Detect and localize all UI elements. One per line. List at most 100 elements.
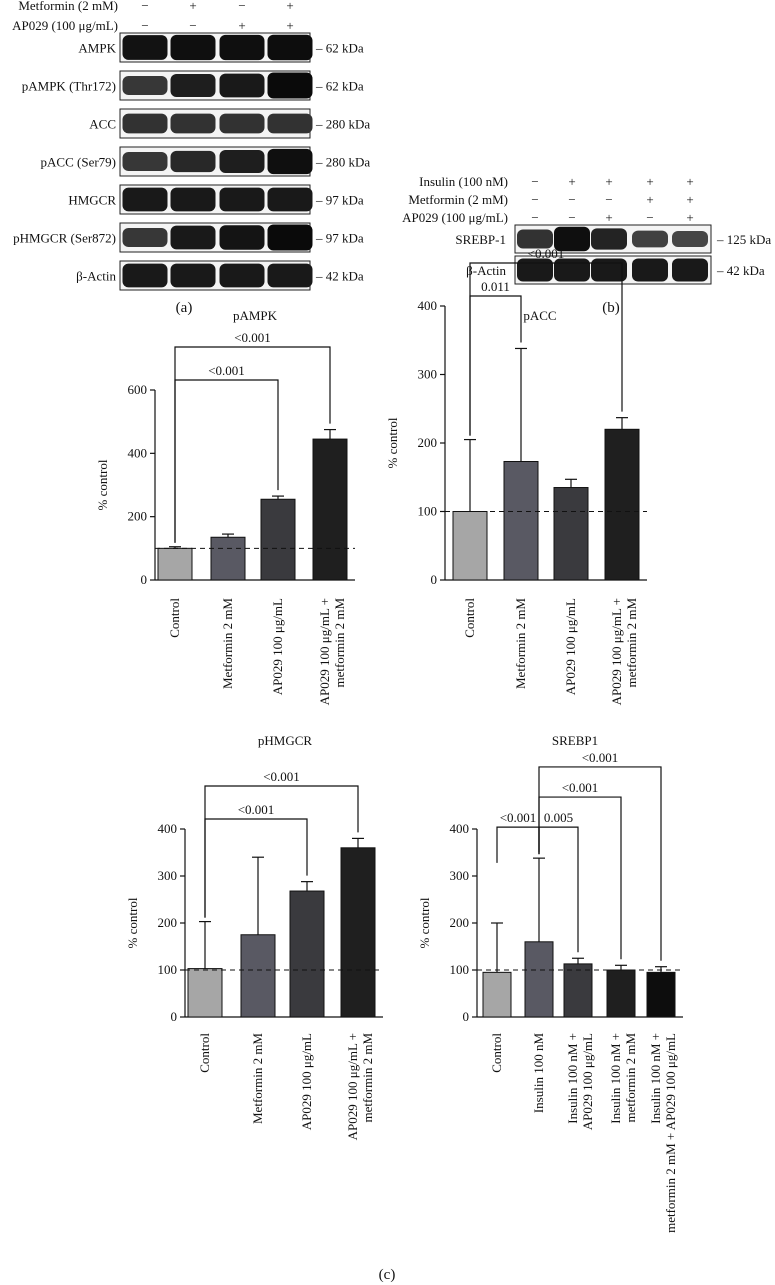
bar-chart-1: pAMPK 0 200 400 600 % control <0.001 <0.001 Cont… bbox=[95, 308, 355, 705]
molecular-weight-label: – 42 kDa bbox=[315, 269, 364, 284]
x-tick-label: Control bbox=[197, 1033, 212, 1073]
bar bbox=[260, 498, 296, 581]
treatment-sign: + bbox=[286, 18, 293, 33]
y-tick-label: 400 bbox=[158, 821, 178, 836]
blot-label: pACC (Ser79) bbox=[41, 155, 116, 170]
treatment-sign: − bbox=[141, 18, 148, 33]
x-tick-label-line: AP029 100 μg/mL bbox=[270, 598, 285, 695]
y-tick-label: 300 bbox=[450, 868, 470, 883]
blot-band bbox=[170, 113, 216, 134]
x-tick-label-line: metformin 2 mM bbox=[332, 598, 347, 688]
x-tick-label-line: Insulin 100 nM + bbox=[608, 1033, 623, 1124]
y-tick-label: 100 bbox=[158, 962, 178, 977]
panel-c-caption: (c) bbox=[379, 1267, 396, 1283]
y-tick-label: 0 bbox=[431, 572, 438, 587]
chart-title: pHMGCR bbox=[258, 733, 313, 748]
blot-band bbox=[219, 113, 265, 134]
blot-band bbox=[632, 258, 668, 282]
bar-chart-3: pHMGCR 0 100 200 300 400 % control <0.001 <0.001… bbox=[125, 733, 383, 1140]
x-tick-label: Control bbox=[462, 598, 477, 638]
x-tick-label: AP029 100 μg/mL +metformin 2 mM bbox=[609, 598, 639, 706]
bar bbox=[289, 890, 325, 1018]
treatment-sign: + bbox=[568, 174, 575, 189]
blot-band bbox=[554, 258, 590, 282]
x-tick-label: Control bbox=[167, 598, 182, 638]
y-axis-label: % control bbox=[385, 417, 400, 468]
treatment-sign: + bbox=[686, 192, 693, 207]
blot-band bbox=[267, 72, 313, 99]
x-tick-label: Metformin 2 mM bbox=[220, 598, 235, 689]
treatment-sign: + bbox=[686, 174, 693, 189]
blot-band bbox=[122, 76, 168, 95]
blot-band bbox=[219, 225, 265, 250]
blot-band bbox=[170, 150, 216, 173]
x-tick-label-line: metformin 2 mM bbox=[624, 598, 639, 688]
molecular-weight-label: – 42 kDa bbox=[716, 263, 765, 278]
x-tick-label-line: metformin 2 mM bbox=[360, 1033, 375, 1123]
x-tick-label: Insulin 100 nM +metformin 2 mM + AP029 1… bbox=[648, 1033, 678, 1233]
bar-chart-4: SREBP1 0 100 200 300 400 % control <0.001 0.005 <… bbox=[417, 733, 683, 1233]
significance-bracket bbox=[174, 346, 331, 543]
x-tick-label-line: Insulin 100 nM + bbox=[648, 1033, 663, 1124]
blot-band bbox=[672, 231, 708, 247]
bar bbox=[524, 941, 554, 1018]
blot-label: AMPK bbox=[78, 41, 116, 56]
x-tick-label-line: Insulin 100 nM + bbox=[565, 1033, 580, 1124]
treatment-sign: − bbox=[531, 174, 538, 189]
y-tick-label: 0 bbox=[171, 1009, 178, 1024]
significance-label: <0.001 bbox=[208, 363, 245, 378]
blot-band bbox=[219, 150, 265, 173]
x-tick-label: AP029 100 μg/mL +metformin 2 mM bbox=[317, 598, 347, 706]
treatment-label: Metformin (2 mM) bbox=[408, 192, 508, 207]
x-tick-label: AP029 100 μg/mL bbox=[270, 598, 285, 695]
blot-band bbox=[219, 187, 265, 212]
bar bbox=[553, 487, 589, 581]
x-tick-label: Metformin 2 mM bbox=[250, 1033, 265, 1124]
bar bbox=[503, 460, 539, 581]
x-tick-label-line: AP029 100 μg/mL + bbox=[609, 598, 624, 705]
blot-label: SREBP-1 bbox=[455, 232, 506, 247]
x-tick-label-line: Insulin 100 nM bbox=[531, 1033, 546, 1114]
blot-band bbox=[170, 34, 216, 61]
x-tick-label-line: Control bbox=[489, 1033, 504, 1073]
y-axis-label: % control bbox=[95, 459, 110, 510]
blot-band bbox=[517, 258, 553, 282]
molecular-weight-label: – 125 kDa bbox=[716, 232, 771, 247]
treatment-sign: + bbox=[238, 18, 245, 33]
blot-band bbox=[267, 113, 313, 134]
molecular-weight-label: – 62 kDa bbox=[315, 79, 364, 94]
blot-band bbox=[267, 263, 313, 288]
treatment-sign: + bbox=[286, 0, 293, 13]
x-tick-label: AP029 100 μg/mL bbox=[563, 598, 578, 695]
y-tick-label: 100 bbox=[450, 962, 470, 977]
y-tick-label: 300 bbox=[158, 868, 178, 883]
blot-band bbox=[122, 113, 168, 134]
blot-band bbox=[632, 230, 668, 248]
x-tick-label-line: metformin 2 mM bbox=[623, 1033, 638, 1123]
treatment-sign: − bbox=[531, 210, 538, 225]
x-tick-label: AP029 100 μg/mL bbox=[299, 1033, 314, 1130]
y-axis-label: % control bbox=[417, 897, 432, 948]
y-tick-label: 100 bbox=[418, 504, 438, 519]
significance-label: <0.001 bbox=[500, 810, 537, 825]
blot-band bbox=[591, 228, 627, 250]
chart-title: pACC bbox=[523, 308, 556, 323]
blot-band bbox=[170, 225, 216, 250]
blot-label: HMGCR bbox=[68, 193, 116, 208]
blot-band bbox=[267, 148, 313, 175]
treatment-label: Metformin (2 mM) bbox=[18, 0, 118, 13]
x-tick-label: Insulin 100 nM +AP029 100 μg/mL bbox=[565, 1033, 595, 1130]
significance-label: <0.001 bbox=[238, 802, 275, 817]
y-tick-label: 400 bbox=[418, 298, 438, 313]
panel-a-western-blot: Metformin (2 mM) − + − + AP029 (100 μg/mL) − − +… bbox=[12, 0, 370, 291]
y-tick-label: 200 bbox=[158, 915, 178, 930]
y-tick-label: 200 bbox=[418, 435, 438, 450]
x-tick-label-line: metformin 2 mM + AP029 100 μg/mL bbox=[663, 1033, 678, 1233]
significance-label: 0.011 bbox=[481, 279, 510, 294]
y-tick-label: 300 bbox=[418, 367, 438, 382]
treatment-sign: − bbox=[568, 192, 575, 207]
y-tick-label: 0 bbox=[463, 1009, 470, 1024]
bar bbox=[210, 536, 246, 581]
significance-bracket bbox=[496, 826, 540, 863]
treatment-sign: + bbox=[605, 210, 612, 225]
